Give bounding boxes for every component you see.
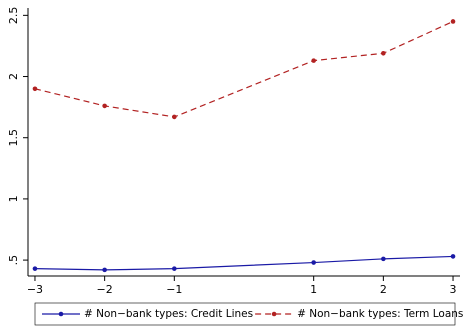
legend-marker — [58, 311, 64, 317]
x-tick-label: −1 — [166, 283, 182, 296]
x-tick-label: −2 — [97, 283, 113, 296]
series-marker — [102, 103, 107, 109]
series-marker — [381, 256, 386, 262]
series-line — [34, 20, 454, 118]
x-tick-label: −3 — [27, 283, 43, 296]
series-marker — [172, 266, 177, 271]
series-marker — [32, 86, 38, 92]
legend-marker — [271, 311, 277, 317]
series-marker — [32, 266, 38, 271]
y-tick-label: 1 — [7, 195, 20, 202]
legend-label: # Non−bank types: Term Loans — [297, 308, 463, 320]
series-marker — [102, 267, 107, 273]
x-tick-label: 1 — [310, 283, 317, 296]
y-tick-label: .5 — [7, 255, 20, 266]
series-marker — [450, 19, 456, 24]
series-marker — [172, 114, 177, 120]
series-marker — [381, 50, 386, 56]
y-tick-label: 1.5 — [7, 129, 20, 147]
y-tick-label: 2.5 — [7, 7, 20, 25]
legend-label: # Non−bank types: Credit Lines — [84, 308, 253, 320]
series-marker — [311, 260, 316, 265]
y-tick-label: 2 — [7, 73, 20, 80]
series-marker — [311, 58, 316, 63]
x-tick-label: 3 — [450, 283, 457, 296]
x-tick-label: 2 — [380, 283, 387, 296]
series-marker — [450, 254, 456, 259]
legend-box — [34, 302, 456, 326]
series-line — [34, 255, 454, 271]
